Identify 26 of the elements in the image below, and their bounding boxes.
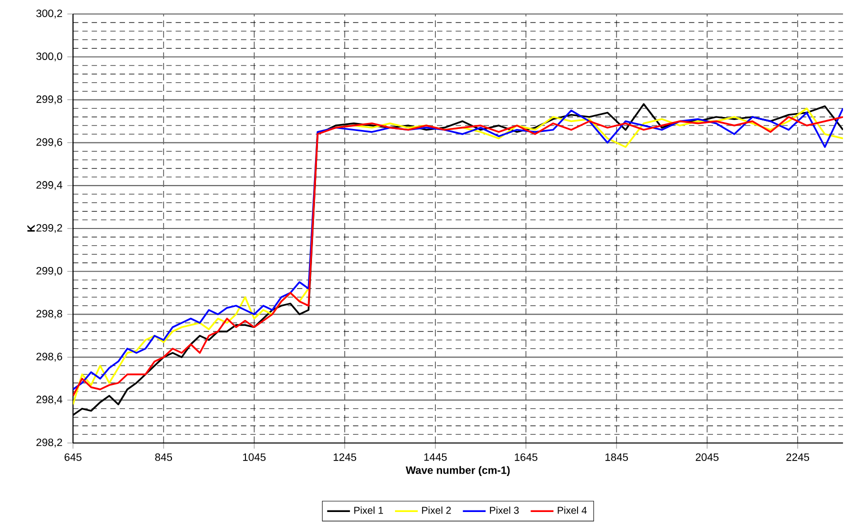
y-tick-label: 299,0 (36, 266, 62, 276)
x-tick-label: 2245 (786, 453, 810, 461)
x-tick-label: 845 (155, 453, 172, 461)
y-tick-label: 299,4 (36, 181, 62, 190)
x-tick-label: 2045 (696, 453, 719, 461)
x-tick-label: 1645 (514, 453, 538, 461)
y-tick-label: 298,4 (36, 396, 62, 404)
legend-label: Pixel 1 (354, 506, 383, 514)
y-tick-label: 299,6 (36, 138, 62, 148)
y-tick-label: 298,6 (36, 352, 62, 362)
y-tick-label: 298,8 (36, 310, 62, 319)
y-tick-label: 300,0 (36, 52, 62, 62)
x-tick-label: 1445 (424, 453, 447, 461)
x-tick-label: 1845 (605, 453, 628, 461)
y-tick-label: 298,2 (36, 438, 62, 448)
y-tick-label: 299,2 (36, 224, 62, 233)
y-tick-label: 299,8 (36, 95, 62, 104)
x-tick-label: 1045 (243, 453, 266, 461)
y-tick-label: 300,2 (36, 10, 62, 18)
legend-label: Pixel 2 (422, 506, 451, 514)
x-tick-label: 1245 (334, 453, 356, 461)
legend-label: Pixel 3 (490, 506, 519, 514)
x-tick-label: 645 (64, 453, 82, 461)
legend-label: Pixel 4 (558, 506, 587, 514)
y-axis-title: K (27, 224, 35, 232)
x-axis-title: Wave number (cm-1) (406, 466, 510, 476)
